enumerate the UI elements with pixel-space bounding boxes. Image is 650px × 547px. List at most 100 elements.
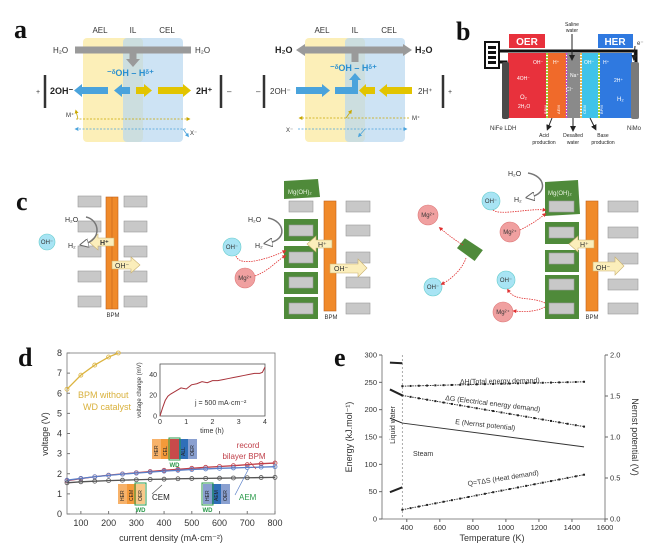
acid-outlet-arrow: [546, 117, 553, 131]
water-split-arrow: [268, 217, 283, 243]
cation-label: M⁺: [66, 112, 74, 119]
mg-ion-label: Mg²⁺: [503, 229, 517, 236]
chart-d-xlabel: current density (mA·cm⁻²): [119, 533, 223, 543]
ael-label: AEL: [92, 26, 108, 35]
acid-label-2: production: [532, 140, 556, 146]
water-label-right: H₂O: [415, 45, 433, 55]
data-point: [426, 398, 429, 401]
battery-icon: [484, 41, 500, 69]
y-tick-label: 5: [57, 408, 62, 418]
data-point: [583, 473, 586, 476]
y-tick-label: 150: [364, 433, 377, 442]
steam-line-2: [402, 422, 585, 448]
inset-series-line: [159, 366, 266, 417]
oh-arrow: [592, 256, 625, 276]
saline-label-2: water: [566, 28, 579, 34]
ion-4oh: 4OH⁻: [517, 76, 530, 82]
y-tick-label: 200: [364, 405, 377, 414]
x-tick-label: 500: [184, 518, 199, 528]
mg-ion-circle: [499, 221, 521, 243]
y2-tick-label: 0.5: [610, 474, 620, 483]
data-point: [147, 476, 153, 482]
data-point: [500, 382, 503, 385]
mg-ion-label: Mg²⁺: [238, 275, 252, 282]
il-label: IL: [352, 26, 359, 35]
ion-2h: 2H⁺: [614, 78, 623, 84]
data-point: [230, 475, 236, 481]
wd-label: WD: [203, 508, 214, 514]
h-arrow: [306, 235, 333, 253]
data-point: [92, 362, 98, 368]
h-arrow: [88, 233, 115, 251]
panel-label-b: b: [456, 17, 470, 46]
data-point: [459, 404, 462, 407]
inset-ylabel: voltage change (mV): [137, 362, 143, 417]
electron-arrow: [631, 45, 638, 61]
il-label: IL: [130, 26, 137, 35]
data-point: [525, 415, 528, 418]
data-point: [106, 478, 111, 483]
x-tick-label: 1600: [597, 523, 614, 532]
h-label: H⁺: [580, 242, 589, 249]
bpm-label: BPM: [106, 313, 119, 319]
ion-na: Na⁺: [570, 73, 579, 79]
stack-layer: [170, 439, 179, 459]
oh-arrow: [111, 256, 141, 274]
hydroxide-label: 2OH⁻: [50, 86, 74, 96]
ion-o2: O₂: [520, 95, 528, 101]
detached-mgoh2-flake: [456, 238, 483, 261]
oh-ion-label: OH⁻: [41, 240, 53, 246]
dissociation-label: ⁻ᵟOH – Hᵟ⁺: [107, 68, 154, 78]
oh-release-path: [440, 257, 467, 285]
base-label-2: production: [591, 140, 615, 146]
cation-label: M⁺: [412, 115, 420, 122]
data-point: [574, 424, 577, 427]
h-label: H⁺: [100, 240, 109, 247]
bpm-label: BPM: [585, 315, 598, 321]
data-point: [64, 386, 70, 392]
wd-box: [168, 437, 181, 461]
mg-release-path-lower: [512, 306, 546, 314]
data-point: [483, 408, 486, 411]
ion-h-right: H⁺: [603, 60, 610, 66]
x-tick-label: 1000: [498, 523, 515, 532]
data-point: [583, 380, 586, 383]
data-point: [106, 354, 111, 360]
series-line-0: [66, 352, 119, 390]
chart-d-series: [64, 350, 278, 496]
plus-sign: +: [448, 89, 452, 96]
data-point: [475, 494, 478, 497]
data-point: [541, 381, 544, 384]
data-point: [533, 417, 536, 420]
data-point: [492, 382, 495, 385]
oh-release-path-lower: [507, 288, 546, 304]
data-point: [475, 383, 478, 386]
oh-ion-label: OH⁻: [485, 199, 497, 205]
water-label-left: H₂O: [275, 45, 293, 55]
base-compartment: [582, 53, 598, 118]
inset-x-tick-label: 4: [263, 419, 267, 426]
inset-y-tick-label: 0: [153, 414, 157, 421]
data-point: [450, 383, 453, 386]
oh-ion-circle: [38, 233, 56, 251]
data-point: [147, 469, 153, 475]
base-label-1: Base: [597, 133, 609, 139]
acid-compartment: [548, 53, 566, 118]
stack-layer-label: HER: [154, 445, 160, 456]
h-arrow: [568, 235, 595, 253]
electrode-plates: [548, 200, 639, 315]
data-point: [450, 499, 453, 502]
data-point: [133, 477, 139, 483]
inset-y-tick-label: 40: [149, 372, 157, 379]
minus-sign: –: [256, 87, 261, 96]
water-split-arrow: [528, 172, 544, 197]
data-point: [106, 472, 111, 478]
y-tick-label: 8: [57, 348, 62, 358]
y-tick-label: 7: [57, 368, 62, 378]
stack-layer-label: HER: [120, 490, 126, 501]
x-tick-label: 600: [434, 523, 447, 532]
data-point: [189, 476, 195, 481]
y-tick-label: 4: [57, 429, 62, 439]
legend-aem: AEM: [239, 493, 257, 502]
